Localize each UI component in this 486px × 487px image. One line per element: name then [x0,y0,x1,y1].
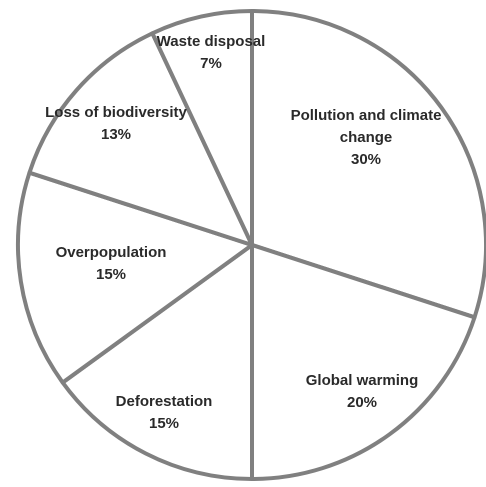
slice-category-label-global-warming: Global warming [306,372,419,389]
slice-category-label-pollution-and-climate-change: Pollution and climate [291,107,442,124]
pie-slice-loss-of-biodiversity [27,31,254,247]
slice-value-label-pollution-and-climate-change: 30% [351,151,381,168]
slice-category-label-overpopulation: Overpopulation [56,244,167,261]
pie-slice-deforestation [60,243,254,481]
pie-slice-overpopulation [16,170,254,385]
slice-category-label-deforestation: Deforestation [116,393,213,410]
pie-slice-pollution-and-climate-change [250,9,486,320]
pie-labels: Pollution and climate change 30% Global war… [45,33,441,432]
pie-slice-global-warming [250,243,477,481]
slice-category-label-waste-disposal: Waste disposal [157,33,266,50]
slice-value-label-deforestation: 15% [149,415,179,432]
pie-slice-waste-disposal [150,9,254,247]
slice-value-label-waste-disposal: 7% [200,55,222,72]
slice-category-label-loss-of-biodiversity: Loss of biodiversity [45,104,187,121]
slice-value-label-loss-of-biodiversity: 13% [101,126,131,143]
slice-value-label-global-warming: 20% [347,394,377,411]
slice-category-label-pollution-and-climate-change: change [340,129,393,146]
slice-value-label-overpopulation: 15% [96,266,126,283]
pie-slices [16,9,486,481]
